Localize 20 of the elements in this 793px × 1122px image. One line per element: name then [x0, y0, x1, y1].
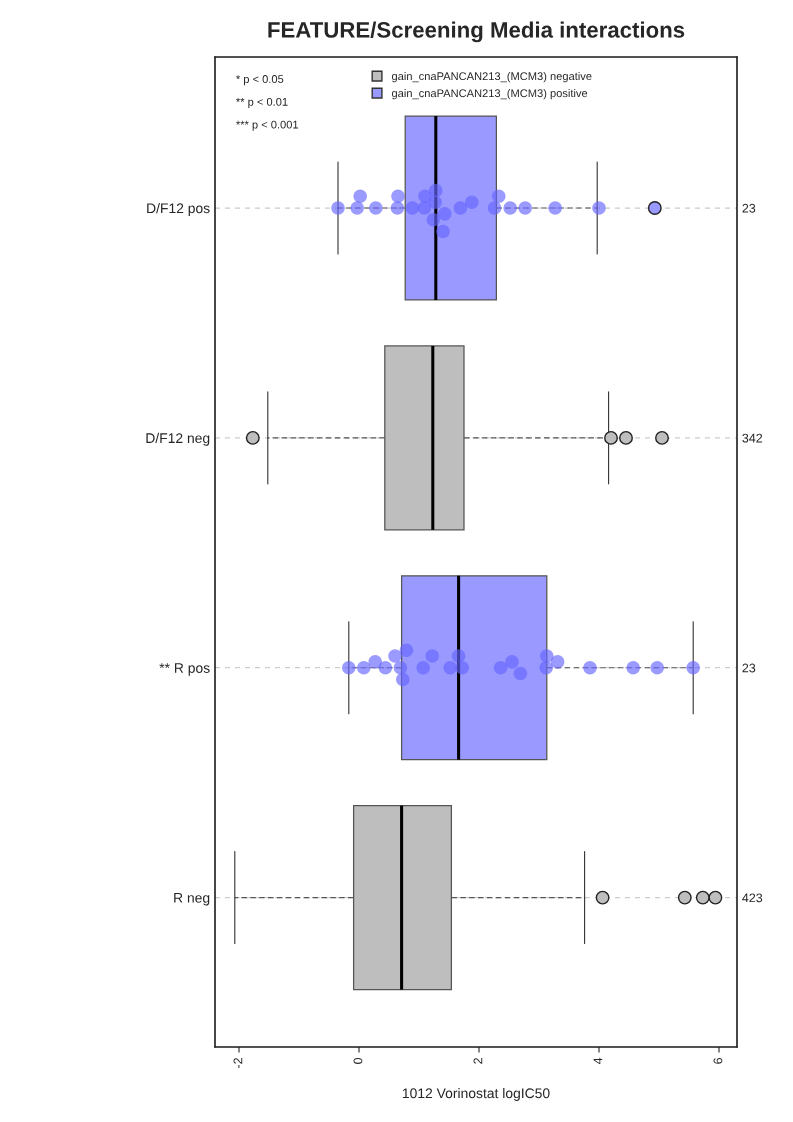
x-tick-label: 0	[353, 1057, 363, 1064]
y2-tick-label: 23	[742, 203, 756, 213]
y-tick-label: R neg	[174, 893, 210, 906]
chart-title: FEATURE/Screening Media interactions	[268, 21, 685, 43]
annotation: *** p < 0.001	[236, 120, 299, 131]
x-tick-label: -2	[233, 1058, 243, 1068]
annotation: * p < 0.05	[236, 75, 284, 86]
y-tick-label: D/F12 pos	[147, 202, 210, 216]
y2-tick-label: 423	[742, 893, 763, 903]
legend-label: gain_cnaPANCAN213_(MCM3) negative	[391, 71, 592, 83]
y-tick-label: ** R pos	[159, 663, 210, 676]
y-tick-label: D/F12 neg	[146, 432, 210, 446]
x-tick-label: 4	[593, 1057, 603, 1065]
x-tick-label: 6	[713, 1057, 723, 1064]
y2-tick-label: 342	[742, 433, 763, 443]
legend-label: gain_cnaPANCAN213_(MCM3) positive	[391, 88, 588, 100]
y2-tick-label: 23	[742, 663, 756, 673]
x-tick-label: 2	[473, 1058, 483, 1064]
annotation: ** p < 0.01	[236, 97, 288, 108]
x-axis-title: 1012 Vorinostat logIC50	[402, 1087, 550, 1101]
